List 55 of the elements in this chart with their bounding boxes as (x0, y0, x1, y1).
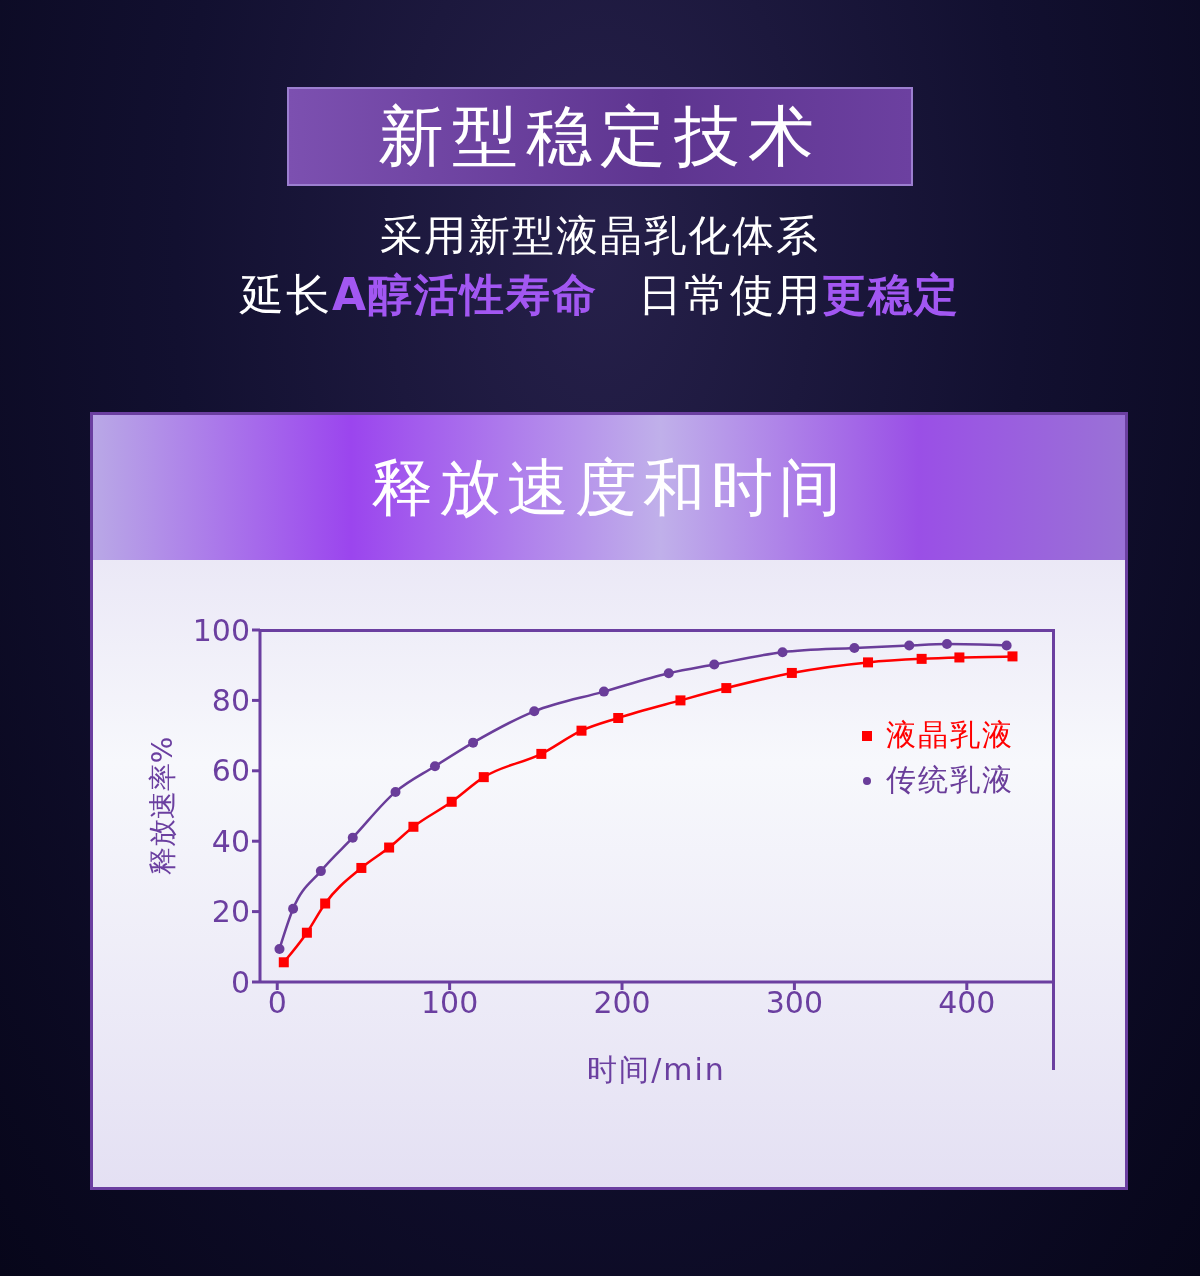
text: 延长 (239, 269, 332, 320)
point (663, 668, 674, 679)
text: 采用新型液晶乳化体系 (379, 210, 821, 262)
point (777, 647, 788, 658)
chart-subtitle: 新型稳定技术 (287, 87, 913, 186)
x-tick-label: 100 (421, 985, 479, 1021)
x-tick-label: 400 (938, 985, 996, 1021)
point (429, 761, 440, 772)
point (916, 653, 927, 664)
point (390, 786, 401, 797)
point (356, 862, 367, 873)
x-tick-label: 300 (765, 985, 824, 1021)
point (278, 957, 289, 968)
point (598, 686, 609, 697)
point (709, 659, 720, 670)
point (849, 642, 860, 653)
point (529, 706, 540, 717)
x-tick-label: 0 (267, 985, 287, 1021)
legend-label: 传统乳液 (886, 761, 1014, 799)
x-axis-title: 时间/min (587, 1052, 726, 1087)
point (384, 842, 395, 853)
point (954, 652, 965, 663)
point (863, 657, 874, 668)
legend-label: 液晶乳液 (886, 716, 1014, 754)
point (1007, 651, 1018, 662)
point (408, 821, 419, 832)
y-tick-label: 20 (211, 894, 250, 930)
y-tick-label: 40 (211, 823, 250, 859)
point (288, 903, 299, 914)
point (721, 683, 732, 694)
point (941, 639, 952, 650)
point (576, 725, 587, 736)
point (274, 943, 285, 954)
y-tick-label: 100 (192, 612, 250, 648)
y-tick-label: 60 (211, 753, 250, 789)
point (478, 772, 489, 783)
point (301, 927, 312, 938)
y-tick-label: 80 (211, 683, 250, 719)
point (904, 640, 915, 651)
point (347, 832, 358, 843)
point (446, 796, 457, 807)
point (315, 866, 326, 877)
point (536, 748, 547, 759)
chart-title: 释放速度和时间 (93, 415, 1125, 560)
text: 更稳定 (822, 269, 961, 320)
point (675, 695, 686, 706)
point (320, 898, 331, 909)
text: A醇活性寿命 (331, 269, 599, 320)
point (613, 713, 624, 723)
point (1001, 640, 1012, 651)
x-tick-label: 200 (593, 985, 651, 1021)
text: 日常使用 (638, 269, 823, 320)
y-axis-title: 释放速率% (145, 736, 179, 876)
point (786, 667, 797, 678)
point (468, 737, 479, 748)
